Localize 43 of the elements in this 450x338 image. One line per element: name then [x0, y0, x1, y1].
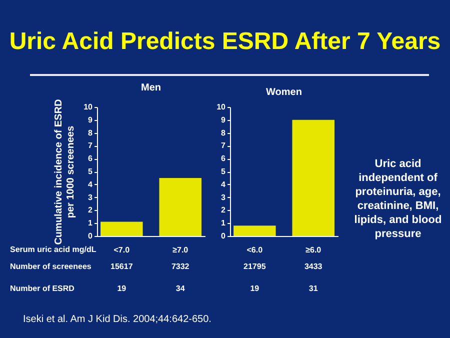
text: Uric Acid Predicts ESRD After 7 Years	[8, 28, 442, 56]
y-tick-label: 5	[221, 167, 226, 176]
y-tick-label: 2	[88, 206, 94, 215]
y-tick-label: 2	[221, 206, 226, 215]
text: Number of ESRD	[10, 284, 74, 293]
text: 34	[176, 284, 185, 293]
y-tick-label: 0	[88, 232, 94, 240]
y-tick-label: 4	[221, 180, 226, 189]
x-axis-title: Serum uric acid mg/dL	[10, 245, 96, 254]
y-tick-label: 4	[88, 180, 94, 189]
text: Number of screenees	[10, 262, 92, 271]
y-tick-label: 3	[221, 192, 226, 202]
y-tick-label: 9	[221, 115, 226, 124]
chart-title: Women	[266, 87, 302, 98]
y-tick-label: 8	[221, 128, 226, 138]
y-tick-label: 7	[88, 141, 94, 150]
text: 21795	[244, 262, 266, 271]
text: 19	[117, 284, 126, 293]
text: 15617	[110, 262, 133, 271]
y-tick-label: 10	[84, 102, 94, 112]
text: 31	[308, 284, 318, 293]
y-tick-label: 5	[88, 167, 94, 176]
y-tick-label: 3	[88, 192, 94, 202]
x-tick-label: ≥6.0	[306, 246, 322, 254]
text: 7332	[171, 262, 190, 271]
y-tick-label: 1	[88, 218, 94, 228]
text: Iseki et al. Am J Kid Dis. 2004;44:642-650.	[23, 314, 212, 325]
y-tick-label: 8	[88, 128, 94, 138]
y-tick-label: 1	[221, 218, 226, 228]
y-tick-label: 0	[221, 232, 226, 240]
y-tick-label: 9	[88, 115, 94, 124]
y-tick-label: 6	[88, 154, 94, 164]
x-tick-label: ≥7.0	[172, 246, 189, 254]
y-tick-label: 7	[221, 141, 226, 150]
chart-title: Men	[141, 82, 161, 94]
x-tick-label: <7.0	[114, 246, 130, 254]
text: Uric acid independent of proteinuria, age, creatinine, BMI, lipids, and blood pressure	[353, 157, 443, 241]
y-tick-label: 10	[216, 102, 226, 112]
text: 3433	[304, 262, 322, 271]
x-tick-label: <6.0	[246, 246, 264, 254]
text: 19	[250, 284, 260, 293]
y-tick-label: 6	[221, 154, 226, 164]
y-axis-title: Cumulative incidence of ESRD per 1000 screenees	[54, 99, 77, 245]
